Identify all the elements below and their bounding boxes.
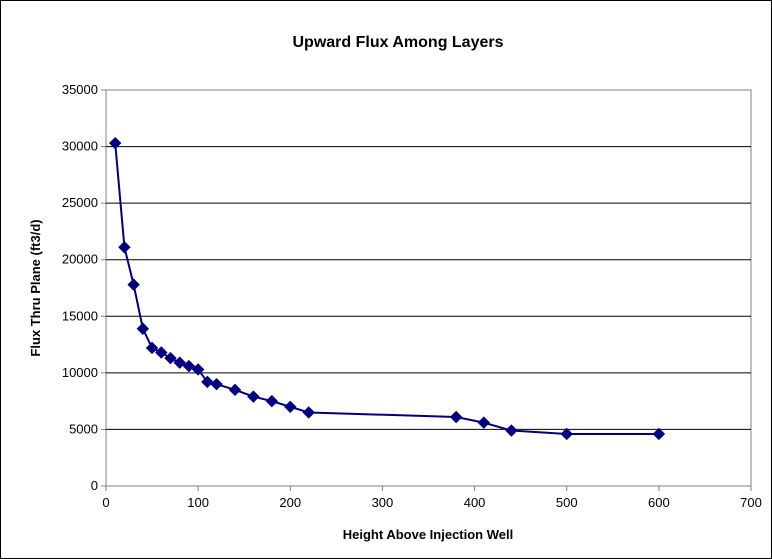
data-point bbox=[155, 346, 168, 359]
data-point bbox=[265, 394, 279, 408]
x-tick-label: 600 bbox=[648, 495, 670, 510]
y-tick-label: 15000 bbox=[62, 308, 98, 323]
data-point bbox=[118, 241, 131, 254]
x-tick-label: 700 bbox=[740, 495, 762, 510]
x-tick-label: 200 bbox=[279, 495, 301, 510]
data-point bbox=[164, 351, 177, 365]
data-point bbox=[652, 427, 666, 441]
data-point bbox=[109, 136, 122, 150]
y-tick-label: 20000 bbox=[62, 252, 98, 267]
y-tick-label: 30000 bbox=[62, 139, 98, 154]
data-point bbox=[127, 278, 140, 291]
series-group bbox=[109, 136, 666, 441]
x-tick-label: 0 bbox=[102, 495, 109, 510]
gridlines bbox=[106, 146, 751, 430]
y-tick-label: 35000 bbox=[62, 82, 98, 97]
data-point bbox=[449, 410, 463, 424]
y-tick-label: 0 bbox=[91, 478, 98, 493]
y-tick-label: 25000 bbox=[62, 195, 98, 210]
data-point bbox=[505, 424, 518, 437]
y-tick-label: 5000 bbox=[69, 421, 98, 436]
data-point bbox=[302, 406, 315, 419]
data-point bbox=[173, 356, 186, 369]
x-tick-label: 300 bbox=[372, 495, 394, 510]
data-point bbox=[210, 377, 223, 391]
data-point bbox=[284, 400, 297, 414]
x-tick-label: 400 bbox=[464, 495, 486, 510]
chart-title: Upward Flux Among Layers bbox=[293, 34, 504, 51]
x-tick-label: 100 bbox=[187, 495, 209, 510]
plot-area bbox=[105, 89, 752, 487]
data-point bbox=[477, 416, 490, 429]
y-axis-title: Flux Thru Plane (ft3/d) bbox=[28, 219, 43, 356]
y-tick-label: 10000 bbox=[62, 365, 98, 380]
x-axis: 0 100 200 300 400 500 600 700 bbox=[102, 486, 762, 510]
data-point bbox=[145, 341, 159, 355]
x-tick-label: 500 bbox=[556, 495, 578, 510]
data-point bbox=[247, 390, 260, 403]
y-axis: 0 5000 10000 15000 20000 25000 30000 35000 bbox=[62, 82, 106, 493]
data-point bbox=[191, 363, 205, 376]
x-axis-title: Height Above Injection Well bbox=[343, 527, 513, 542]
data-point bbox=[560, 427, 573, 441]
data-point bbox=[182, 359, 196, 373]
data-point bbox=[136, 322, 150, 335]
data-point bbox=[201, 375, 214, 389]
data-point bbox=[228, 383, 242, 397]
